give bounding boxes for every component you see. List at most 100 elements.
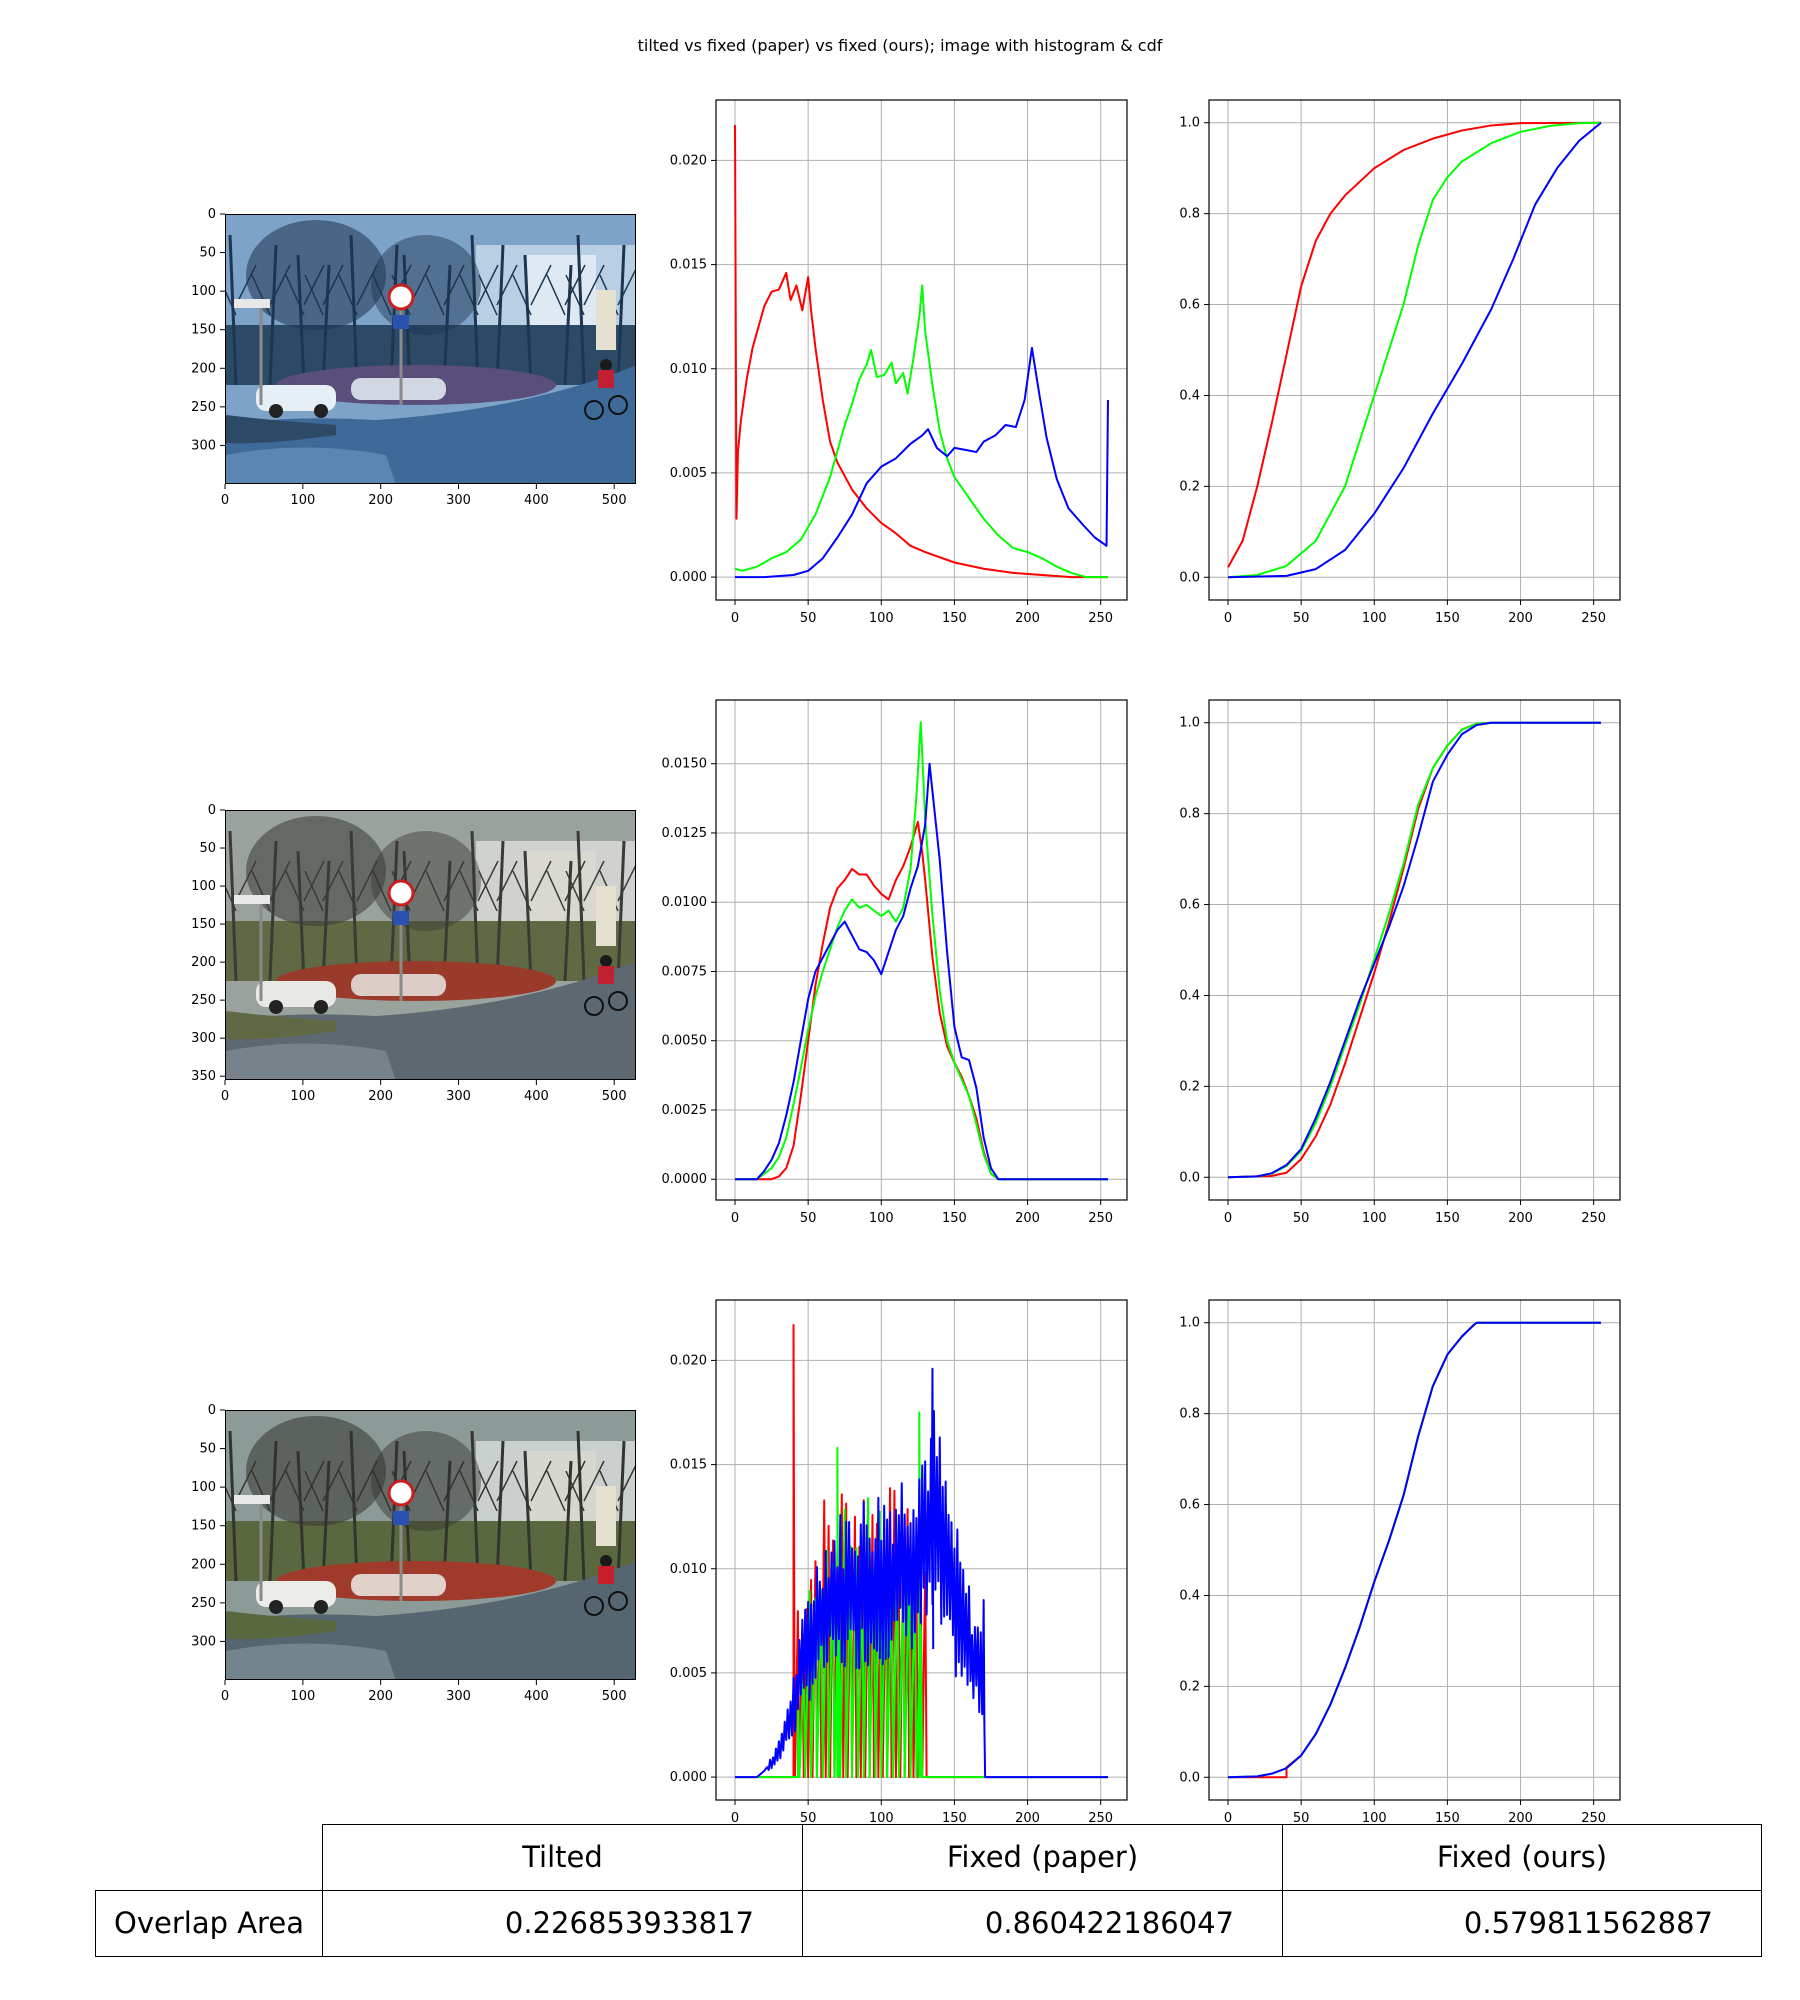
x-tick-label: 250	[1581, 611, 1606, 626]
table-cell-ours: 0.579811562887	[1282, 1890, 1762, 1957]
value-tilted: 0.226853933817	[504, 1906, 754, 1940]
plot-frame	[1208, 99, 1621, 601]
series-line-blue	[735, 346, 1109, 579]
y-tick-label: 0.0000	[662, 1172, 708, 1187]
x-tick-label: 300	[446, 1089, 471, 1104]
x-tick-label: 100	[869, 611, 894, 626]
x-tick-label: 0	[731, 611, 739, 626]
x-tick-label: 0	[1224, 1211, 1232, 1226]
x-tick-label: 50	[800, 1211, 817, 1226]
series-line-green	[1227, 1321, 1601, 1779]
y-tick-label: 200	[191, 361, 216, 376]
y-tick-label: 0	[208, 1403, 216, 1418]
y-tick-label: 1.0	[1179, 116, 1200, 131]
header-tilted: Tilted	[522, 1840, 603, 1874]
image-axes-2: 0 100 200 300 400 500 0 50 100 150 200 250 300 350	[191, 803, 627, 1104]
x-tick-label: 150	[942, 1211, 967, 1226]
x-tick-label: 100	[290, 1689, 315, 1704]
x-tick-label: 200	[368, 1089, 393, 1104]
x-tick-label: 200	[1015, 611, 1040, 626]
x-tick-label: 250	[1088, 1211, 1113, 1226]
y-tick-label: 100	[191, 1480, 216, 1495]
plot-frame	[715, 99, 1128, 601]
x-tick-label: 500	[602, 1089, 627, 1104]
x-tick-label: 400	[524, 1089, 549, 1104]
x-tick-label: 0	[731, 1811, 739, 1826]
table-header-blank: Tilted	[322, 1824, 802, 1890]
cdf-paper: 0 50 100 150 200 250 0.0 0.2 0.4 0.6 0.8 1.0	[1179, 699, 1621, 1226]
y-tick-label: 250	[191, 1596, 216, 1611]
series-line-red	[1227, 721, 1601, 1179]
x-tick-label: 50	[800, 1811, 817, 1826]
x-tick-label: 400	[524, 1689, 549, 1704]
x-tick-label: 50	[1293, 1811, 1310, 1826]
x-tick-label: 150	[1435, 611, 1460, 626]
table-header-ours: Fixed (ours)	[1282, 1824, 1762, 1890]
table-row-label: Overlap Area	[95, 1890, 322, 1957]
series-line-blue	[735, 1367, 1108, 1779]
street-photo-3	[225, 1410, 636, 1680]
y-tick-label: 0.0050	[662, 1034, 708, 1049]
x-tick-label: 300	[446, 493, 471, 508]
histogram-paper: 0 50 100 150 200 250 0.0000 0.0025 0.0050 0.0075 0…	[662, 699, 1128, 1226]
x-tick-label: 300	[446, 1689, 471, 1704]
x-tick-label: 200	[1508, 1211, 1533, 1226]
y-tick-label: 0.0	[1179, 570, 1200, 585]
y-tick-label: 0.0075	[662, 964, 708, 979]
series-line-red	[734, 124, 1108, 579]
y-tick-label: 200	[191, 955, 216, 970]
series-line-red	[735, 820, 1108, 1181]
x-tick-label: 100	[1362, 1811, 1387, 1826]
plot-frame	[715, 699, 1128, 1201]
x-tick-label: 250	[1088, 611, 1113, 626]
y-tick-label: 100	[191, 879, 216, 894]
x-tick-label: 100	[869, 1211, 894, 1226]
y-tick-label: 0.8	[1179, 807, 1200, 822]
x-tick-label: 200	[1508, 611, 1533, 626]
histogram-ours: 0 50 100 150 200 250 0.000 0.005 0.010 0.015 0.020	[670, 1299, 1128, 1826]
x-tick-label: 0	[1224, 611, 1232, 626]
y-tick-label: 0.015	[670, 1458, 707, 1473]
y-tick-label: 0.0125	[662, 826, 708, 841]
y-tick-label: 0.020	[670, 1353, 707, 1368]
x-tick-label: 250	[1581, 1811, 1606, 1826]
series-line-green	[1227, 721, 1601, 1179]
series-line-green	[1227, 121, 1602, 579]
y-tick-label: 0	[208, 803, 216, 818]
x-tick-label: 200	[1015, 1211, 1040, 1226]
y-tick-label: 50	[199, 841, 216, 856]
image-axes-3: 0 100 200 300 400 500 0 50 100 150 200 250 300	[191, 1403, 626, 1704]
row-label: Overlap Area	[114, 1906, 304, 1940]
figure-title: tilted vs fixed (paper) vs fixed (ours);…	[637, 36, 1163, 55]
y-tick-label: 0.000	[670, 1770, 707, 1785]
y-tick-label: 0.010	[670, 1562, 707, 1577]
y-tick-label: 0.0	[1179, 1170, 1200, 1185]
y-tick-label: 300	[191, 1634, 216, 1649]
x-tick-label: 0	[221, 493, 229, 508]
series-line-red	[1228, 1321, 1601, 1779]
image-axes-1: 0 100 200 300 400 500 0 50 100 150 200 250 300	[191, 207, 626, 508]
y-tick-label: 150	[191, 917, 216, 932]
x-tick-label: 100	[290, 1089, 315, 1104]
y-tick-label: 0.4	[1179, 988, 1200, 1003]
y-tick-label: 0.8	[1179, 207, 1200, 222]
y-tick-label: 0	[208, 207, 216, 222]
x-tick-label: 150	[1435, 1811, 1460, 1826]
histogram-tilted: 0 50 100 150 200 250 0.000 0.005 0.010 0.015 0.020	[670, 99, 1128, 626]
y-tick-label: 300	[191, 438, 216, 453]
y-tick-label: 0.020	[670, 153, 707, 168]
plot-frame	[1208, 699, 1621, 1201]
y-tick-label: 1.0	[1179, 716, 1200, 731]
x-tick-label: 100	[290, 493, 315, 508]
series-line-blue	[735, 762, 1108, 1181]
x-tick-label: 50	[1293, 611, 1310, 626]
table-header-paper: Fixed (paper)	[802, 1824, 1282, 1890]
y-tick-label: 0.6	[1179, 298, 1200, 313]
y-tick-label: 250	[191, 400, 216, 415]
x-tick-label: 200	[368, 493, 393, 508]
header-paper: Fixed (paper)	[946, 1840, 1139, 1874]
table-cell-paper: 0.860422186047	[802, 1890, 1282, 1957]
y-tick-label: 350	[191, 1069, 216, 1084]
x-tick-label: 100	[1362, 1211, 1387, 1226]
x-tick-label: 0	[221, 1089, 229, 1104]
